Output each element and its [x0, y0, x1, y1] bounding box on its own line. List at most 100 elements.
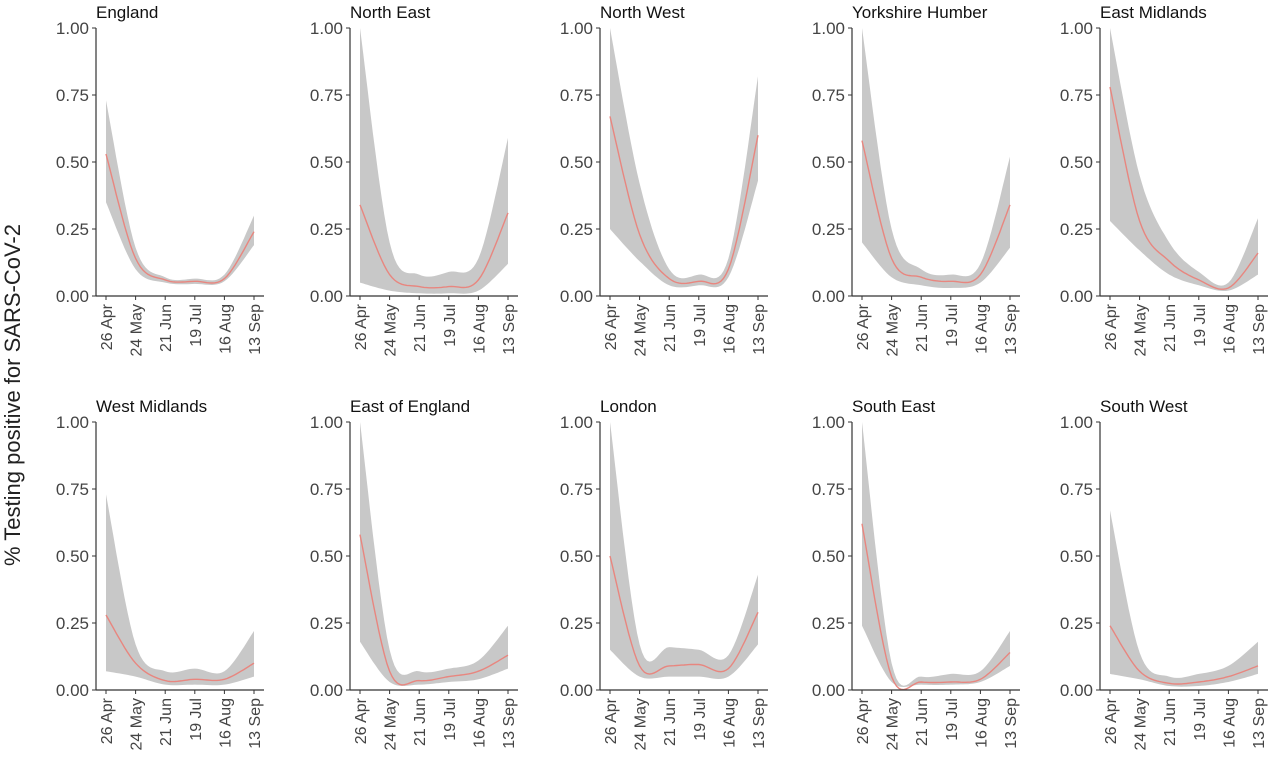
x-tick-label: 24 May	[633, 698, 650, 750]
x-tick-label: 21 Jun	[914, 698, 931, 746]
mean-line	[359, 204, 509, 289]
x-tick-label: 21 Jun	[158, 698, 175, 746]
y-tick-label: 0.25	[812, 614, 845, 633]
mean-line	[1109, 625, 1259, 685]
x-tick-label: 24 May	[383, 304, 400, 356]
y-tick-label: 0.50	[56, 153, 89, 172]
panel-north-west: 0.00 0.25 0.50 0.75 1.00 26 Apr 24 May 21 Jun 19…	[560, 3, 768, 356]
panel-title: England	[96, 3, 158, 22]
mean-line	[609, 555, 759, 675]
y-tick-label: 1.00	[812, 413, 845, 432]
panel-title: West Midlands	[96, 397, 207, 416]
mean-line	[861, 140, 1011, 284]
y-tick-label: 0.50	[560, 547, 593, 566]
x-tick-label: 26 Apr	[855, 303, 872, 350]
y-tick-label: 0.75	[560, 480, 593, 499]
y-tick-label: 1.00	[1060, 19, 1093, 38]
x-tick-label: 19 Jul	[944, 304, 961, 347]
x-tick-label: 26 Apr	[1103, 697, 1120, 744]
y-tick-label: 0.25	[812, 220, 845, 239]
y-tick-label: 0.25	[1060, 614, 1093, 633]
panel-east-of-england: 0.00 0.25 0.50 0.75 1.00 26 Apr 24 May 21 Jun 19…	[310, 397, 518, 750]
x-tick-label: 21 Jun	[1162, 698, 1179, 746]
y-tick-label: 0.75	[1060, 480, 1093, 499]
x-tick-label: 16 Aug	[973, 698, 990, 748]
panel-east-midlands: 0.00 0.25 0.50 0.75 1.00 26 Apr 24 May 21 Jun 19…	[1060, 3, 1268, 356]
y-tick-label: 0.50	[310, 153, 343, 172]
x-tick-label: 16 Aug	[1221, 698, 1238, 748]
panel-title: South West	[1100, 397, 1188, 416]
y-tick-label: 0.25	[560, 220, 593, 239]
y-tick-label: 0.50	[1060, 547, 1093, 566]
y-tick-label: 0.00	[310, 681, 343, 700]
panel-yorkshire-humber: 0.00 0.25 0.50 0.75 1.00 26 Apr 24 May 21 Jun 19…	[812, 3, 1020, 356]
panel-title: London	[600, 397, 657, 416]
y-tick-label: 1.00	[310, 19, 343, 38]
y-tick-label: 0.25	[1060, 220, 1093, 239]
x-tick-label: 26 Apr	[1103, 303, 1120, 350]
y-tick-label: 1.00	[560, 413, 593, 432]
x-tick-label: 16 Aug	[217, 304, 234, 354]
y-tick-label: 0.00	[56, 287, 89, 306]
x-tick-label: 24 May	[129, 304, 146, 356]
y-tick-label: 0.50	[560, 153, 593, 172]
x-tick-label: 19 Jul	[1192, 698, 1209, 741]
x-tick-label: 26 Apr	[353, 697, 370, 744]
mean-line	[861, 523, 1011, 691]
x-tick-label: 13 Sep	[501, 304, 518, 355]
mean-line	[105, 614, 255, 683]
x-tick-label: 21 Jun	[158, 304, 175, 352]
x-tick-label: 13 Sep	[1003, 698, 1020, 749]
y-tick-label: 1.00	[812, 19, 845, 38]
y-tick-label: 0.50	[310, 547, 343, 566]
x-tick-label: 24 May	[1133, 698, 1150, 750]
panel-south-east: 0.00 0.25 0.50 0.75 1.00 26 Apr 24 May 21 Jun 19…	[812, 397, 1020, 750]
x-tick-label: 26 Apr	[855, 697, 872, 744]
x-tick-label: 26 Apr	[603, 303, 620, 350]
x-tick-label: 26 Apr	[353, 303, 370, 350]
y-tick-label: 0.25	[310, 614, 343, 633]
x-tick-label: 13 Sep	[751, 698, 768, 749]
x-tick-label: 19 Jul	[442, 698, 459, 741]
x-tick-label: 19 Jul	[1192, 304, 1209, 347]
y-tick-label: 0.00	[310, 287, 343, 306]
x-tick-label: 19 Jul	[188, 698, 205, 741]
y-tick-label: 0.25	[56, 220, 89, 239]
confidence-band	[610, 422, 758, 679]
y-tick-label: 0.00	[1060, 287, 1093, 306]
x-tick-label: 16 Aug	[721, 304, 738, 354]
y-tick-label: 0.75	[812, 86, 845, 105]
y-tick-label: 0.75	[310, 480, 343, 499]
x-tick-label: 13 Sep	[501, 698, 518, 749]
panel-england: 0.00 0.25 0.50 0.75 1.00 26 Apr 24 May 21 Jun 19…	[56, 3, 264, 356]
x-tick-label: 13 Sep	[1003, 304, 1020, 355]
mean-line	[609, 116, 759, 285]
panel-south-west: 0.00 0.25 0.50 0.75 1.00 26 Apr 24 May 21 Jun 19…	[1060, 397, 1268, 750]
confidence-band	[360, 422, 508, 686]
y-tick-label: 0.75	[812, 480, 845, 499]
y-tick-label: 0.00	[812, 287, 845, 306]
x-tick-label: 16 Aug	[471, 698, 488, 748]
confidence-band	[1110, 28, 1258, 291]
x-tick-label: 19 Jul	[442, 304, 459, 347]
y-tick-label: 0.50	[812, 153, 845, 172]
mean-line	[359, 534, 509, 686]
x-tick-label: 21 Jun	[1162, 304, 1179, 352]
y-tick-label: 0.25	[560, 614, 593, 633]
x-tick-label: 13 Sep	[1251, 698, 1268, 749]
figure-y-axis-label: % Testing positive for SARS-CoV-2	[0, 224, 25, 566]
x-tick-label: 16 Aug	[973, 304, 990, 354]
x-tick-label: 16 Aug	[217, 698, 234, 748]
x-tick-label: 21 Jun	[662, 304, 679, 352]
x-tick-label: 19 Jul	[188, 304, 205, 347]
y-tick-label: 0.50	[56, 547, 89, 566]
mean-line	[1109, 86, 1259, 290]
x-tick-label: 26 Apr	[603, 697, 620, 744]
confidence-band	[360, 28, 508, 294]
x-tick-label: 24 May	[633, 304, 650, 356]
y-tick-label: 1.00	[1060, 413, 1093, 432]
x-tick-label: 21 Jun	[412, 304, 429, 352]
confidence-band	[106, 100, 254, 286]
confidence-band	[106, 494, 254, 686]
